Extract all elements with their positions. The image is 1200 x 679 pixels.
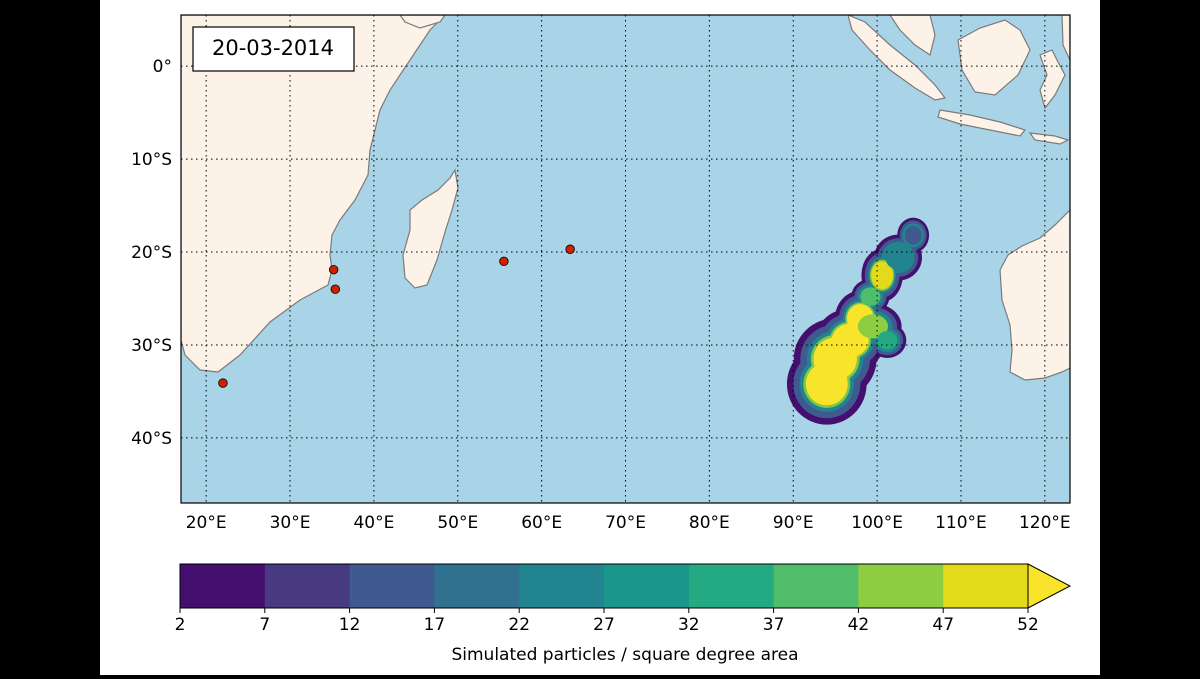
colorbar-tick-label: 37 bbox=[763, 615, 785, 635]
location-marker bbox=[328, 264, 339, 275]
location-marker bbox=[330, 284, 341, 294]
colorbar-extend-arrow bbox=[1027, 563, 1072, 609]
location-marker bbox=[218, 378, 228, 388]
colorbar-segment bbox=[858, 564, 944, 608]
graticule bbox=[181, 15, 1070, 503]
density-core bbox=[860, 287, 881, 306]
landmass-lesser-sunda bbox=[1028, 132, 1070, 145]
density-core bbox=[877, 331, 898, 350]
colorbar-tick-label: 22 bbox=[508, 615, 530, 635]
x-tick-label: 90°E bbox=[773, 513, 814, 533]
density-core bbox=[857, 314, 889, 339]
density-core bbox=[904, 226, 922, 245]
colorbar-tick-label: 2 bbox=[175, 615, 186, 635]
y-tick-label: 10°S bbox=[131, 150, 172, 170]
x-tick-label: 50°E bbox=[437, 513, 478, 533]
colorbar-segment bbox=[943, 564, 1029, 608]
figure-svg: 20-03-2014 20°E 30°E 40°E 50°E 60°E 70°E 80°E 9… bbox=[131, 14, 1072, 665]
density-core bbox=[885, 245, 911, 270]
colorbar-segment bbox=[434, 564, 520, 608]
x-tick-label: 110°E bbox=[935, 513, 987, 533]
landmass-malay-peninsula bbox=[889, 15, 936, 56]
location-markers bbox=[218, 244, 575, 388]
colorbar-tick-label: 17 bbox=[424, 615, 446, 635]
landmass-africa bbox=[181, 15, 446, 373]
x-tick-label: 80°E bbox=[689, 513, 730, 533]
y-tick-label: 30°S bbox=[131, 336, 172, 356]
map-border bbox=[180, 14, 1071, 504]
landmass-horn bbox=[399, 15, 446, 29]
colorbar-tick-label: 52 bbox=[1017, 615, 1039, 635]
landmass-madagascar bbox=[402, 168, 459, 289]
colorbar-tick-label: 12 bbox=[339, 615, 361, 635]
colorbar-segment bbox=[349, 564, 435, 608]
y-axis-tick-labels: 0° 10°S 20°S 30°S 40°S bbox=[131, 57, 172, 449]
colorbar-segment bbox=[519, 564, 605, 608]
colorbar-tick-label: 27 bbox=[593, 615, 615, 635]
landmass-borneo bbox=[957, 19, 1031, 96]
date-label: 20-03-2014 bbox=[212, 36, 334, 60]
y-tick-label: 40°S bbox=[131, 429, 172, 449]
colorbar-tick-label: 42 bbox=[848, 615, 870, 635]
colorbar-segment bbox=[264, 564, 351, 608]
location-marker bbox=[499, 256, 509, 267]
colorbar: 2 7 12 17 22 27 32 37 42 47 52 bbox=[175, 563, 1072, 635]
map-area: 20-03-2014 bbox=[180, 14, 1071, 504]
colorbar-tick-label: 32 bbox=[678, 615, 700, 635]
colorbar-tick-label: 7 bbox=[259, 615, 270, 635]
landmass-sumatra bbox=[847, 15, 947, 101]
colorbar-segment bbox=[688, 564, 775, 608]
x-tick-label: 100°E bbox=[851, 513, 903, 533]
density-core bbox=[871, 261, 894, 290]
colorbar-segment bbox=[773, 564, 859, 608]
x-tick-label: 20°E bbox=[186, 513, 227, 533]
landmass-east-islands bbox=[1061, 15, 1070, 61]
x-axis-tick-labels: 20°E 30°E 40°E 50°E 60°E 70°E 80°E 90°E 100°E 110… bbox=[186, 513, 1071, 533]
location-marker bbox=[565, 244, 575, 254]
colorbar-segment bbox=[604, 564, 690, 608]
colorbar-label: Simulated particles / square degree area bbox=[451, 645, 798, 665]
landmass-java bbox=[937, 109, 1027, 137]
x-tick-label: 70°E bbox=[605, 513, 646, 533]
x-tick-label: 120°E bbox=[1019, 513, 1071, 533]
x-tick-label: 40°E bbox=[353, 513, 394, 533]
x-tick-label: 30°E bbox=[270, 513, 311, 533]
date-label-box: 20-03-2014 bbox=[192, 26, 355, 72]
colorbar-tick-label: 47 bbox=[932, 615, 954, 635]
colorbar-segment bbox=[180, 564, 266, 608]
figure: 20-03-2014 20°E 30°E 40°E 50°E 60°E 70°E 80°E 9… bbox=[100, 0, 1100, 675]
y-tick-label: 20°S bbox=[131, 243, 172, 263]
y-tick-label: 0° bbox=[153, 57, 172, 77]
x-tick-label: 60°E bbox=[521, 513, 562, 533]
particle-density-plume bbox=[786, 217, 930, 425]
